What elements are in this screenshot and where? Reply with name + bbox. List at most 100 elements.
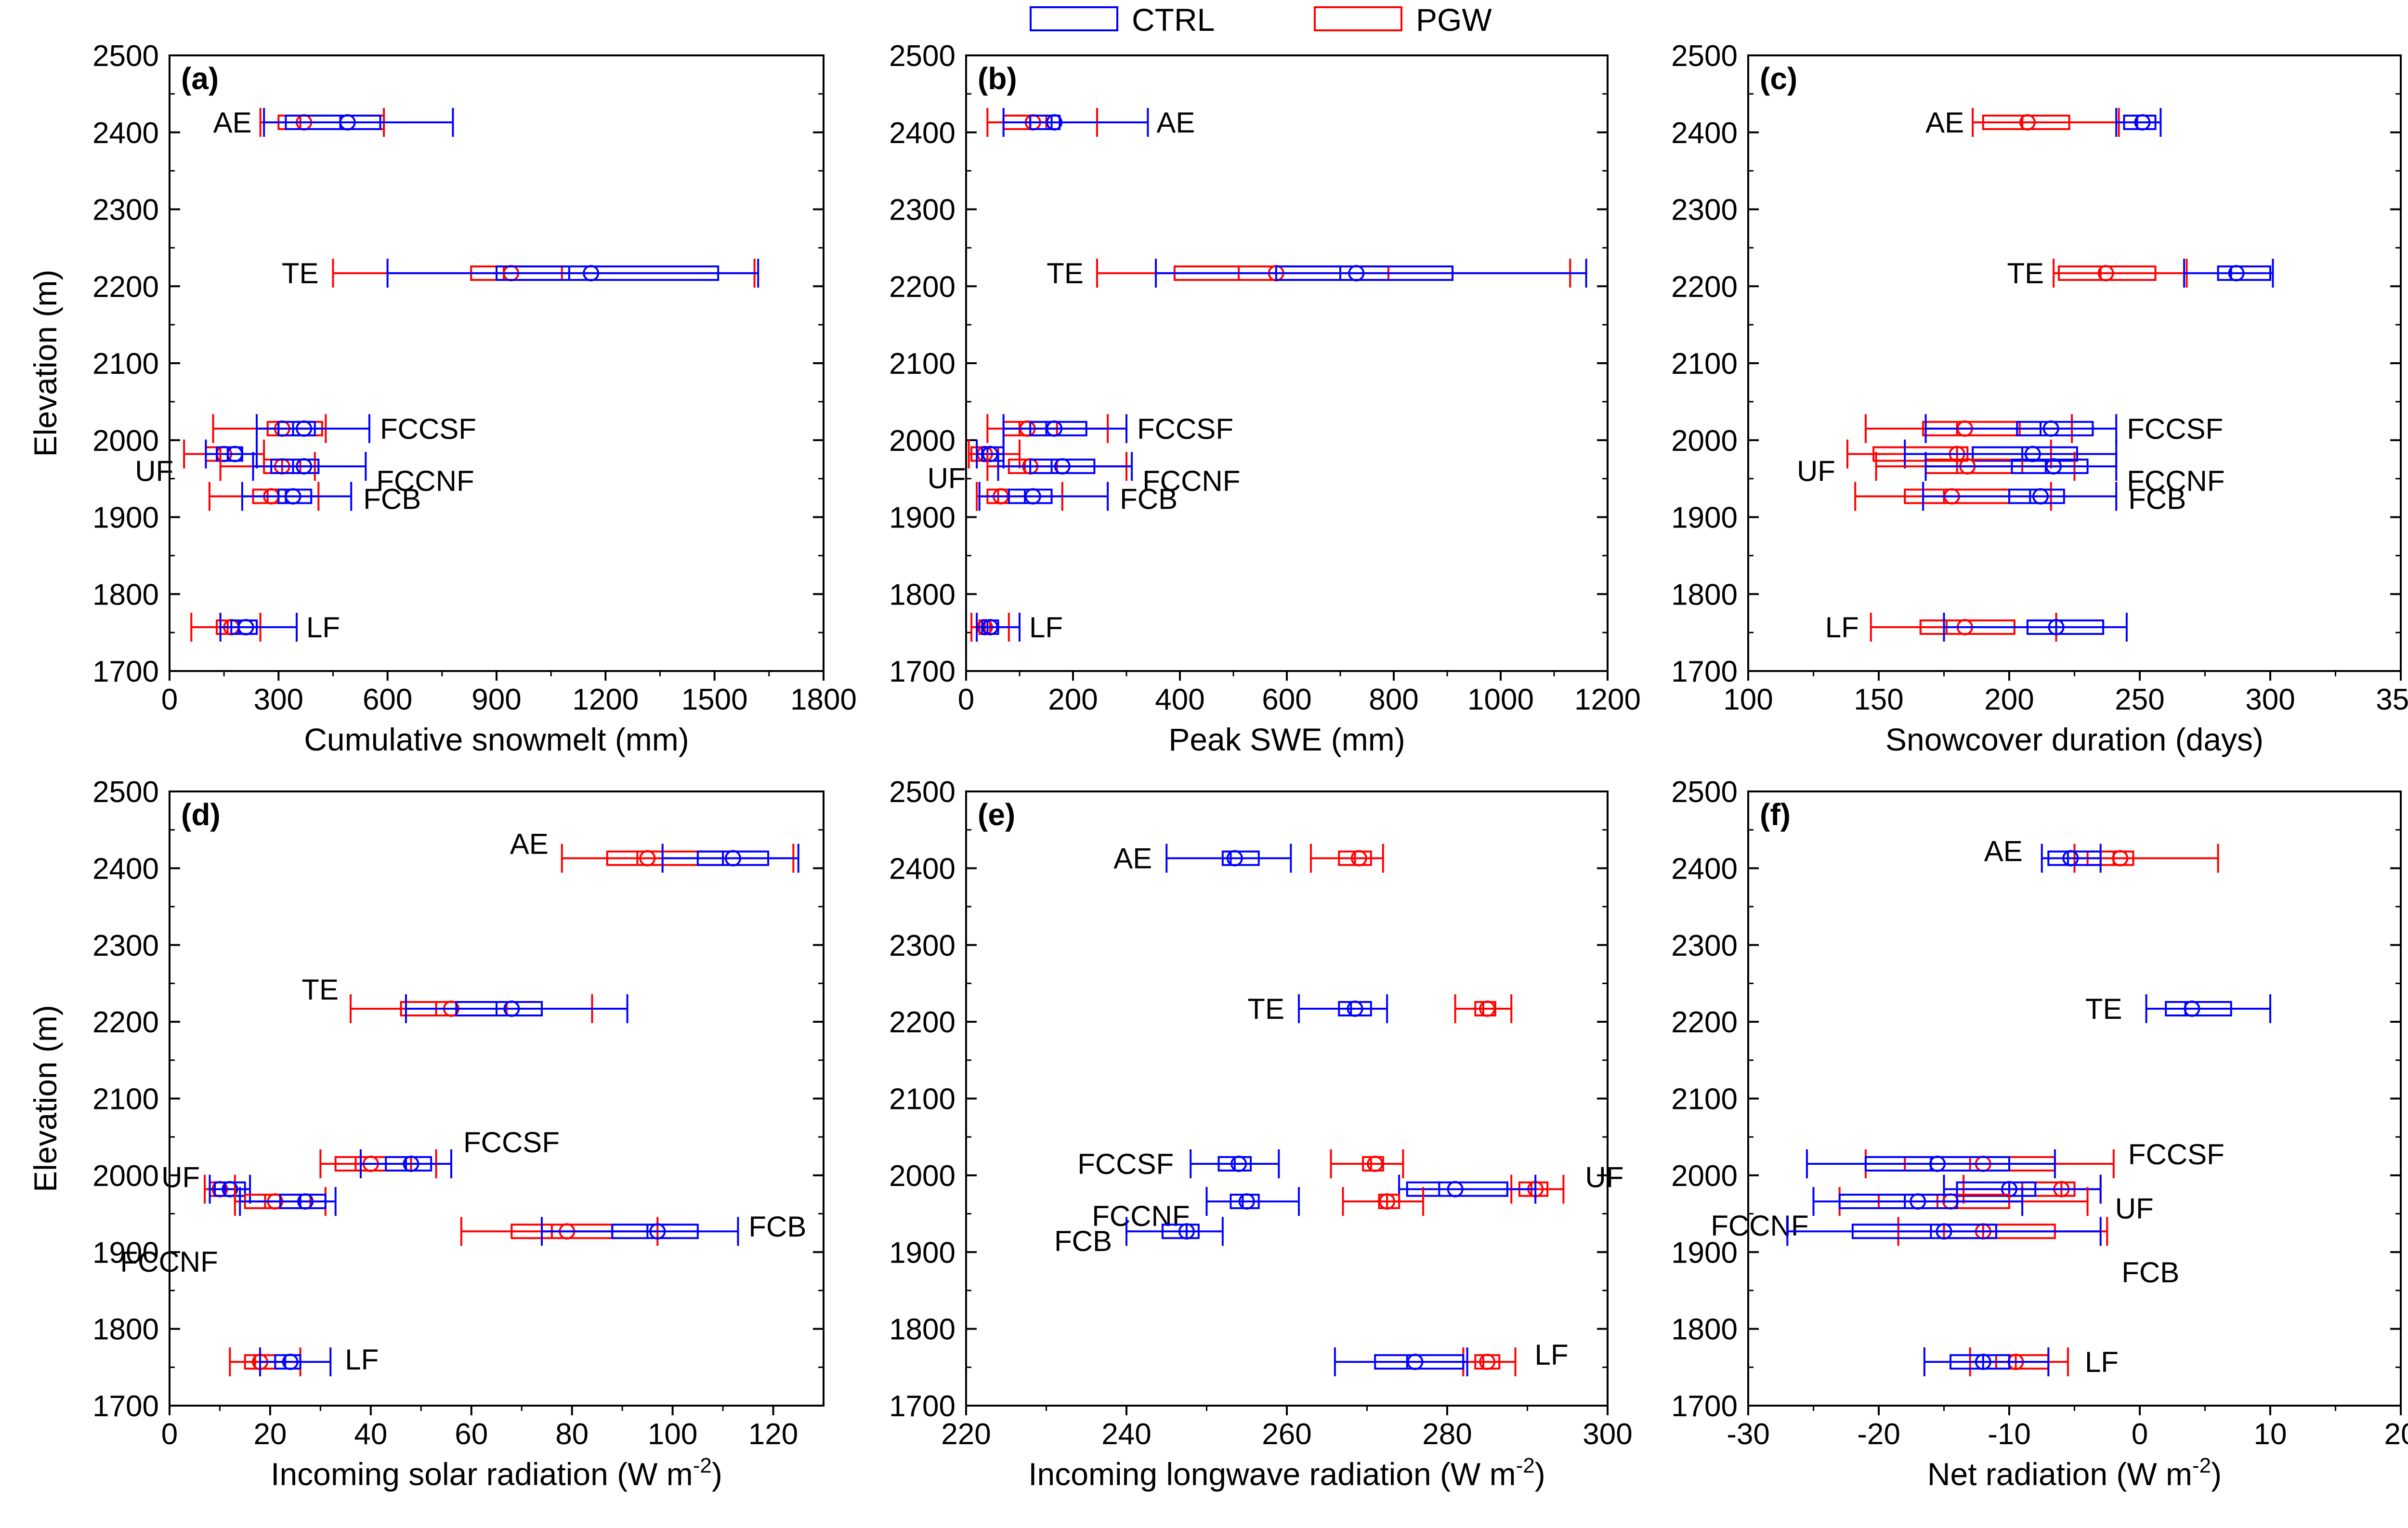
pgw-box-te-mean <box>1479 1001 1496 1017</box>
pgw-box-fccnf-mean <box>1379 1193 1396 1210</box>
site-label: UF <box>928 462 966 495</box>
site-ae: AE <box>986 106 1195 139</box>
x-tick-label: 120 <box>748 1418 798 1451</box>
x-tick-label: 0 <box>161 683 178 716</box>
x-tick-label: 0 <box>161 1418 178 1451</box>
ctrl-box-te-mean <box>503 1001 520 1017</box>
ctrl-box-fccnf-mean <box>1054 458 1071 475</box>
site-fcb: FCB <box>1854 482 2186 515</box>
site-label: LF <box>1029 611 1063 644</box>
ctrl-box-lf <box>1334 1347 1468 1377</box>
ctrl-box-fccnf-mean <box>296 458 313 475</box>
y-tick-label: 2400 <box>92 852 159 885</box>
ctrl-box-fcb-mean <box>1178 1223 1195 1240</box>
ctrl-box-fcb <box>1786 1217 2102 1246</box>
y-tick-label: 1900 <box>889 1236 955 1269</box>
ctrl-box-uf-mean <box>2024 446 2041 462</box>
x-tick-label: 200 <box>1984 683 2034 716</box>
ctrl-box-fccnf-mean <box>1238 1193 1255 1210</box>
site-label: FCCNF <box>2127 465 2225 497</box>
y-tick-label: 2300 <box>1671 194 1738 227</box>
y-tick-label: 2000 <box>92 1159 159 1193</box>
x-tick-label: 60 <box>455 1418 488 1451</box>
ctrl-box-lf <box>259 1347 332 1377</box>
site-label: FCCNF <box>1711 1210 1808 1242</box>
site-fccsf: FCCSF <box>1077 1148 1404 1180</box>
site-label: FCB <box>2128 483 2186 515</box>
y-tick-label: 1700 <box>889 1390 955 1423</box>
ctrl-box-fcb-mean <box>649 1223 666 1240</box>
y-tick-label: 1900 <box>889 501 955 535</box>
ctrl-box-ae-mean <box>1046 114 1063 131</box>
ctrl-box-fccnf <box>252 452 367 481</box>
site-label: LF <box>1825 611 1859 644</box>
legend: CTRL PGW <box>1030 2 1492 38</box>
site-fccnf: FCCNF <box>219 452 474 497</box>
ctrl-box-ae-mean <box>724 850 741 867</box>
ctrl-box-fccsf-mean <box>296 420 313 437</box>
site-label: FCCNF <box>1142 465 1240 497</box>
ctrl-box-uf-mean <box>222 1181 238 1198</box>
ctrl-box-ae <box>1002 107 1149 137</box>
ctrl-box-fcb <box>541 1217 739 1246</box>
x-axis-label: Snowcover duration (days) <box>1885 722 2264 757</box>
x-tick-label: 100 <box>648 1418 697 1451</box>
ctrl-box-fcb <box>978 482 1109 511</box>
y-tick-label: 2000 <box>889 424 955 458</box>
ctrl-box-te-mean <box>2228 265 2245 282</box>
ctrl-box-fccsf-mean <box>403 1155 419 1172</box>
x-tick-label: 20 <box>253 1418 287 1451</box>
site-lf: LF <box>190 611 340 644</box>
site-fccnf: FCCNF <box>1092 1187 1425 1232</box>
site-fccnf: FCCNF <box>1711 1187 2089 1242</box>
site-ae: AE <box>1984 835 2219 873</box>
ctrl-box-lf-mean <box>1407 1354 1424 1370</box>
site-label: FCB <box>748 1211 806 1243</box>
y-tick-label: 1700 <box>92 655 159 688</box>
site-label: FCCSF <box>2128 1138 2225 1171</box>
ctrl-box-fccnf-mean <box>2045 458 2062 475</box>
ctrl-box-fccnf <box>1924 452 2118 481</box>
site-label: FCCNF <box>1092 1200 1190 1232</box>
site-uf: UF <box>1398 1161 1623 1204</box>
ctrl-box-ae-mean <box>2062 850 2079 867</box>
x-tick-label: 10 <box>2254 1418 2287 1451</box>
site-label: TE <box>1047 257 1084 290</box>
ctrl-box-te <box>2183 259 2274 288</box>
site-fccnf: FCCNF <box>120 1187 337 1278</box>
site-label: UF <box>135 455 173 487</box>
y-tick-label: 2200 <box>1671 1006 1738 1039</box>
site-lf: LF <box>229 1344 379 1377</box>
site-fcb: FCB <box>1054 1217 1224 1257</box>
ctrl-box-fccsf <box>1190 1149 1280 1178</box>
y-tick-label: 2100 <box>92 1083 159 1116</box>
ctrl-box-ae-mean <box>339 114 356 131</box>
site-ae: AE <box>213 106 454 139</box>
ctrl-box-uf-mean <box>1447 1181 1464 1198</box>
site-label: FCCNF <box>376 465 474 497</box>
site-fcb: FCB <box>1786 1217 2179 1289</box>
legend-ctrl-swatch <box>1030 6 1118 31</box>
site-fccnf: FCCNF <box>986 452 1240 497</box>
pgw-box-lf-mean <box>1479 1354 1496 1370</box>
site-label: LF <box>306 611 340 644</box>
ctrl-box-fccnf-mean <box>1910 1193 1926 1210</box>
ctrl-box-te-mean <box>2184 1001 2200 1017</box>
y-tick-label: 2500 <box>92 40 159 73</box>
site-lf: LF <box>1825 611 2128 644</box>
x-tick-label: 600 <box>1262 683 1311 716</box>
x-tick-label: -10 <box>1988 1418 2031 1451</box>
ctrl-box-ae <box>1165 843 1292 873</box>
ctrl-box-fccsf-mean <box>2042 420 2059 437</box>
legend-ctrl-label: CTRL <box>1132 2 1215 38</box>
site-te: TE <box>2007 257 2274 290</box>
ctrl-box-fccsf-mean <box>1929 1155 1946 1172</box>
ctrl-box-fccnf-mean <box>297 1193 314 1210</box>
y-tick-label: 2500 <box>889 40 955 73</box>
site-label: LF <box>2085 1346 2119 1378</box>
x-tick-label: 300 <box>2245 683 2295 716</box>
y-tick-label: 2100 <box>92 347 159 381</box>
x-tick-label: 800 <box>1369 683 1418 716</box>
x-tick-label: 1000 <box>1467 683 1534 716</box>
